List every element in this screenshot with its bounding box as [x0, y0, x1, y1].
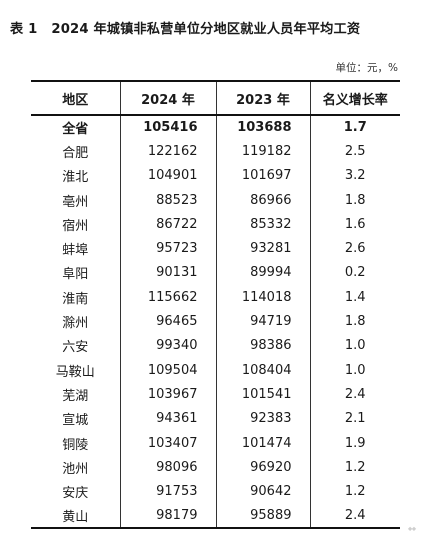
table-number: 表 1	[10, 22, 38, 37]
table-title: 表 1 2024 年城镇非私营单位分地区就业人员年平均工资	[10, 18, 425, 37]
wage-table: 地区 2024 年 2023 年 名义增长率 全省 105416 103688 1.7…	[31, 80, 400, 530]
table-row: 铜陵 103407 101474 1.9	[31, 430, 400, 456]
cell-growth: 3.2	[309, 163, 400, 188]
table-row: 阜阳 90131 89994 0.2	[31, 260, 400, 286]
cell-region: 宿州	[62, 218, 89, 234]
cell-2023: 101697	[215, 163, 310, 188]
header-growth: 名义增长率	[309, 80, 400, 116]
cell-growth: 1.8	[309, 309, 400, 334]
cell-2023: 114018	[215, 285, 310, 310]
table-row: 合肥 122162 119182 2.5	[31, 139, 400, 164]
table-row: 池州 98096 96920 1.2	[31, 455, 400, 480]
table-row: 蚌埠 95723 93281 2.6	[31, 236, 400, 261]
cell-2023: 90642	[215, 479, 310, 504]
cell-2023: 94719	[215, 309, 310, 334]
cell-2024: 109504	[119, 357, 216, 383]
cell-2024: 98179	[119, 503, 216, 530]
cell-2024: 98096	[119, 455, 216, 480]
cell-region: 蚌埠	[62, 243, 89, 259]
watermark-icon: ⬩⬩	[408, 522, 416, 535]
cell-growth: 1.2	[309, 455, 400, 480]
table-row-total: 全省 105416 103688 1.7	[31, 115, 400, 140]
cell-region: 安庆	[62, 486, 89, 502]
cell-region: 滁州	[62, 316, 89, 332]
cell-2024: 88523	[119, 187, 216, 213]
cell-2024: 103407	[119, 430, 216, 456]
table-row: 宿州 86722 85332 1.6	[31, 212, 400, 237]
table-row: 安庆 91753 90642 1.2	[31, 479, 400, 504]
table-row: 六安 99340 98386 1.0	[31, 333, 400, 358]
cell-2023: 98386	[215, 333, 310, 358]
cell-region: 池州	[62, 461, 89, 477]
cell-growth: 1.2	[309, 479, 400, 504]
cell-growth: 1.7	[309, 115, 400, 140]
table-row: 亳州 88523 86966 1.8	[31, 187, 400, 213]
table-row: 黄山 98179 95889 2.4	[31, 503, 400, 530]
cell-2023: 101474	[215, 430, 310, 456]
table-row: 淮南 115662 114018 1.4	[31, 285, 400, 310]
cell-growth: 1.9	[309, 430, 400, 456]
cell-region: 合肥	[62, 145, 89, 161]
cell-region: 淮北	[62, 170, 89, 186]
cell-2024: 105416	[119, 115, 216, 140]
table-row: 淮北 104901 101697 3.2	[31, 163, 400, 188]
cell-region: 宣城	[62, 413, 89, 429]
header-region: 地区	[31, 80, 120, 116]
cell-growth: 1.6	[309, 212, 400, 237]
cell-2023: 86966	[215, 187, 310, 213]
cell-growth: 2.6	[309, 236, 400, 261]
cell-2024: 91753	[119, 479, 216, 504]
table-row: 芜湖 103967 101541 2.4	[31, 382, 400, 407]
table-row: 滁州 96465 94719 1.8	[31, 309, 400, 334]
cell-2023: 95889	[215, 503, 310, 530]
cell-2024: 94361	[119, 406, 216, 431]
cell-region: 黄山	[31, 503, 120, 530]
cell-region: 六安	[62, 340, 89, 356]
cell-2023: 108404	[215, 357, 310, 383]
cell-2024: 96465	[119, 309, 216, 334]
cell-2023: 92383	[215, 406, 310, 431]
cell-growth: 1.8	[309, 187, 400, 213]
cell-growth: 1.4	[309, 285, 400, 310]
table-caption: 2024 年城镇非私营单位分地区就业人员年平均工资	[51, 22, 361, 37]
cell-2023: 103688	[215, 115, 310, 140]
cell-2023: 85332	[215, 212, 310, 237]
cell-2024: 103967	[119, 382, 216, 407]
cell-region: 全省	[62, 122, 89, 138]
cell-2024: 95723	[119, 236, 216, 261]
cell-region: 亳州	[62, 194, 89, 210]
cell-2024: 104901	[119, 163, 216, 188]
table-body: 全省 105416 103688 1.7 合肥 122162 119182 2.5 淮北 1049…	[31, 115, 400, 530]
cell-2024: 90131	[119, 260, 216, 286]
cell-2024: 115662	[119, 285, 216, 310]
header-2024: 2024 年	[119, 80, 216, 116]
cell-2024: 122162	[119, 139, 216, 164]
table-row: 宣城 94361 92383 2.1	[31, 406, 400, 431]
cell-region: 阜阳	[62, 267, 89, 283]
header-2023: 2023 年	[215, 80, 310, 116]
cell-growth: 2.4	[309, 503, 400, 530]
cell-2024: 99340	[119, 333, 216, 358]
cell-region: 淮南	[62, 291, 89, 307]
cell-2023: 93281	[215, 236, 310, 261]
cell-growth: 2.1	[309, 406, 400, 431]
cell-growth: 2.4	[309, 382, 400, 407]
cell-region: 马鞍山	[55, 364, 95, 380]
cell-region: 铜陵	[62, 437, 89, 453]
cell-growth: 1.0	[309, 357, 400, 383]
unit-note: 单位：元，%	[335, 62, 398, 74]
cell-region: 芜湖	[62, 388, 89, 404]
cell-growth: 1.0	[309, 333, 400, 358]
cell-growth: 0.2	[309, 260, 400, 286]
cell-2023: 101541	[215, 382, 310, 407]
cell-growth: 2.5	[309, 139, 400, 164]
cell-2023: 89994	[215, 260, 310, 286]
cell-2023: 96920	[215, 455, 310, 480]
cell-2024: 86722	[119, 212, 216, 237]
table-row: 马鞍山 109504 108404 1.0	[31, 357, 400, 383]
header-row: 地区 2024 年 2023 年 名义增长率	[31, 80, 400, 116]
cell-2023: 119182	[215, 139, 310, 164]
